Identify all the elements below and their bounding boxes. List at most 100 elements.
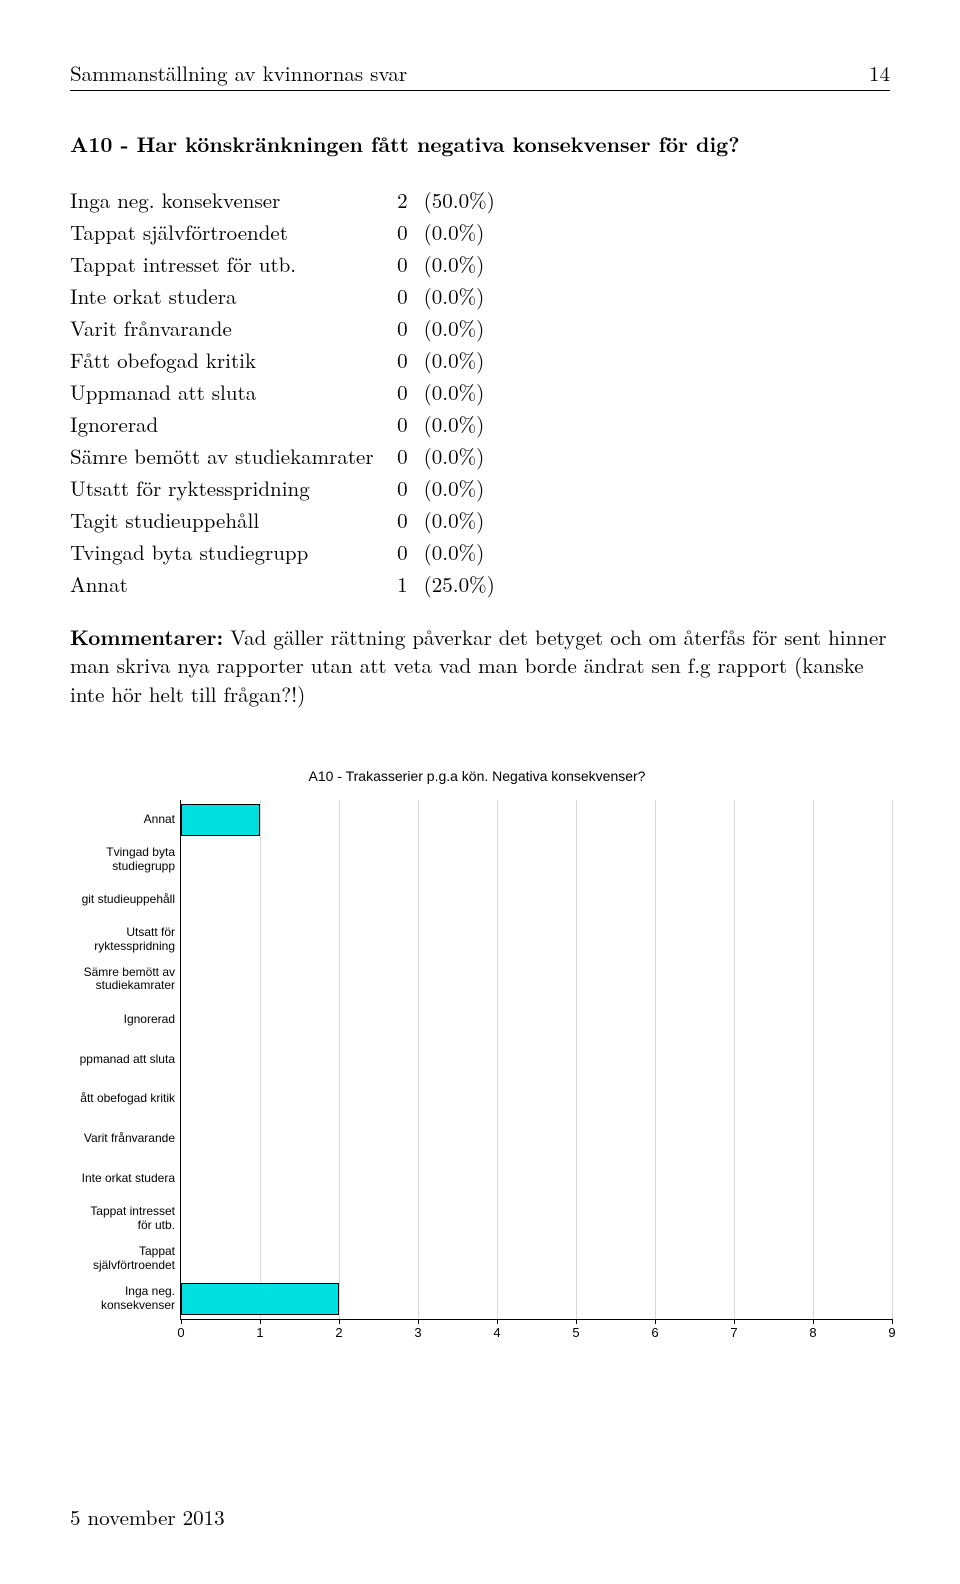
row-label: Tappat intresset för utb. <box>70 249 388 281</box>
chart-category-label: Ignorerad <box>63 1013 181 1027</box>
row-label: Tappat självförtroendet <box>70 217 388 249</box>
row-count: 1 <box>388 569 418 601</box>
chart-category-label: Tappat självförtroendet <box>63 1245 181 1273</box>
row-pct: (0.0%) <box>418 377 501 409</box>
chart-xtick-label: 3 <box>414 1319 421 1340</box>
row-count: 0 <box>388 537 418 569</box>
row-pct: (50.0%) <box>418 185 501 217</box>
chart-category-label: Utsatt för ryktesspridning <box>63 926 181 954</box>
row-pct: (0.0%) <box>418 281 501 313</box>
chart-xtick-label: 2 <box>335 1319 342 1340</box>
table-row: Tappat intresset för utb.0(0.0%) <box>70 249 501 281</box>
row-label: Fått obefogad kritik <box>70 345 388 377</box>
chart-category-label: Annat <box>63 813 181 827</box>
table-row: Uppmanad att sluta0(0.0%) <box>70 377 501 409</box>
row-count: 0 <box>388 473 418 505</box>
row-pct: (0.0%) <box>418 313 501 345</box>
row-label: Sämre bemött av studiekamrater <box>70 441 388 473</box>
chart-category-label: Inte orkat studera <box>63 1172 181 1186</box>
table-row: Fått obefogad kritik0(0.0%) <box>70 345 501 377</box>
row-count: 0 <box>388 217 418 249</box>
row-count: 0 <box>388 249 418 281</box>
chart-row: Sämre bemött av studiekamrater <box>181 960 892 1000</box>
table-row: Ignorerad0(0.0%) <box>70 409 501 441</box>
chart-category-label: ppmanad att sluta <box>63 1053 181 1067</box>
comment-block: Kommentarer: Vad gäller rättning påverka… <box>70 623 890 708</box>
row-label: Varit frånvarande <box>70 313 388 345</box>
chart-xtick-label: 8 <box>809 1319 816 1340</box>
row-count: 2 <box>388 185 418 217</box>
row-pct: (25.0%) <box>418 569 501 601</box>
chart-row: Varit frånvarande <box>181 1119 892 1159</box>
chart: A10 - Trakasserier p.g.a kön. Negativa k… <box>62 768 892 1320</box>
row-pct: (0.0%) <box>418 537 501 569</box>
row-label: Utsatt för ryktesspridning <box>70 473 388 505</box>
row-label: Uppmanad att sluta <box>70 377 388 409</box>
chart-xtick-label: 1 <box>256 1319 263 1340</box>
chart-row: Tappat intresset för utb. <box>181 1199 892 1239</box>
chart-plot-area: 0123456789AnnatTvingad byta studiegruppg… <box>180 800 892 1320</box>
row-pct: (0.0%) <box>418 217 501 249</box>
row-count: 0 <box>388 281 418 313</box>
row-label: Inte orkat studera <box>70 281 388 313</box>
chart-xtick-label: 7 <box>730 1319 737 1340</box>
row-count: 0 <box>388 409 418 441</box>
chart-gridline <box>892 800 893 1319</box>
row-pct: (0.0%) <box>418 409 501 441</box>
chart-title: A10 - Trakasserier p.g.a kön. Negativa k… <box>62 768 892 784</box>
chart-row: Ignorerad <box>181 1000 892 1040</box>
chart-bar <box>181 804 260 836</box>
table-row: Tvingad byta studiegrupp0(0.0%) <box>70 537 501 569</box>
chart-category-label: Tvingad byta studiegrupp <box>63 846 181 874</box>
table-row: Inte orkat studera0(0.0%) <box>70 281 501 313</box>
chart-row: Inga neg. konsekvenser <box>181 1279 892 1319</box>
header-page-number: 14 <box>869 58 890 88</box>
chart-xtick-label: 5 <box>572 1319 579 1340</box>
row-label: Ignorerad <box>70 409 388 441</box>
comment-lead: Kommentarer: <box>70 622 223 652</box>
row-count: 0 <box>388 345 418 377</box>
page-header: Sammanställning av kvinnornas svar 14 <box>70 58 890 91</box>
row-count: 0 <box>388 441 418 473</box>
row-label: Tvingad byta studiegrupp <box>70 537 388 569</box>
chart-xtick-label: 0 <box>177 1319 184 1340</box>
chart-row: Tappat självförtroendet <box>181 1239 892 1279</box>
chart-row: ppmanad att sluta <box>181 1040 892 1080</box>
chart-category-label: Tappat intresset för utb. <box>63 1205 181 1233</box>
table-row: Tappat självförtroendet0(0.0%) <box>70 217 501 249</box>
row-count: 0 <box>388 505 418 537</box>
chart-category-label: ått obefogad kritik <box>63 1093 181 1107</box>
chart-xtick-label: 6 <box>651 1319 658 1340</box>
chart-category-label: git studieuppehåll <box>63 893 181 907</box>
chart-row: Inte orkat studera <box>181 1159 892 1199</box>
table-row: Annat1(25.0%) <box>70 569 501 601</box>
chart-row: ått obefogad kritik <box>181 1079 892 1119</box>
row-label: Tagit studieuppehåll <box>70 505 388 537</box>
table-row: Tagit studieuppehåll0(0.0%) <box>70 505 501 537</box>
section-title: A10 - Har könskränkningen fått negativa … <box>70 129 890 159</box>
row-pct: (0.0%) <box>418 441 501 473</box>
header-left: Sammanställning av kvinnornas svar <box>70 58 407 88</box>
chart-xtick-label: 9 <box>888 1319 895 1340</box>
chart-xtick-label: 4 <box>493 1319 500 1340</box>
chart-category-label: Varit frånvarande <box>63 1132 181 1146</box>
chart-row: Utsatt för ryktesspridning <box>181 920 892 960</box>
results-table: Inga neg. konsekvenser2(50.0%)Tappat sjä… <box>70 185 501 601</box>
table-row: Inga neg. konsekvenser2(50.0%) <box>70 185 501 217</box>
chart-bar <box>181 1283 339 1315</box>
row-pct: (0.0%) <box>418 473 501 505</box>
row-count: 0 <box>388 313 418 345</box>
chart-row: Annat <box>181 800 892 840</box>
row-count: 0 <box>388 377 418 409</box>
chart-row: git studieuppehåll <box>181 880 892 920</box>
chart-category-label: Sämre bemött av studiekamrater <box>63 966 181 994</box>
row-pct: (0.0%) <box>418 249 501 281</box>
chart-category-label: Inga neg. konsekvenser <box>63 1285 181 1313</box>
table-row: Utsatt för ryktesspridning0(0.0%) <box>70 473 501 505</box>
row-label: Inga neg. konsekvenser <box>70 185 388 217</box>
table-row: Sämre bemött av studiekamrater0(0.0%) <box>70 441 501 473</box>
footer-date: 5 november 2013 <box>70 1502 225 1532</box>
row-label: Annat <box>70 569 388 601</box>
row-pct: (0.0%) <box>418 505 501 537</box>
table-row: Varit frånvarande0(0.0%) <box>70 313 501 345</box>
